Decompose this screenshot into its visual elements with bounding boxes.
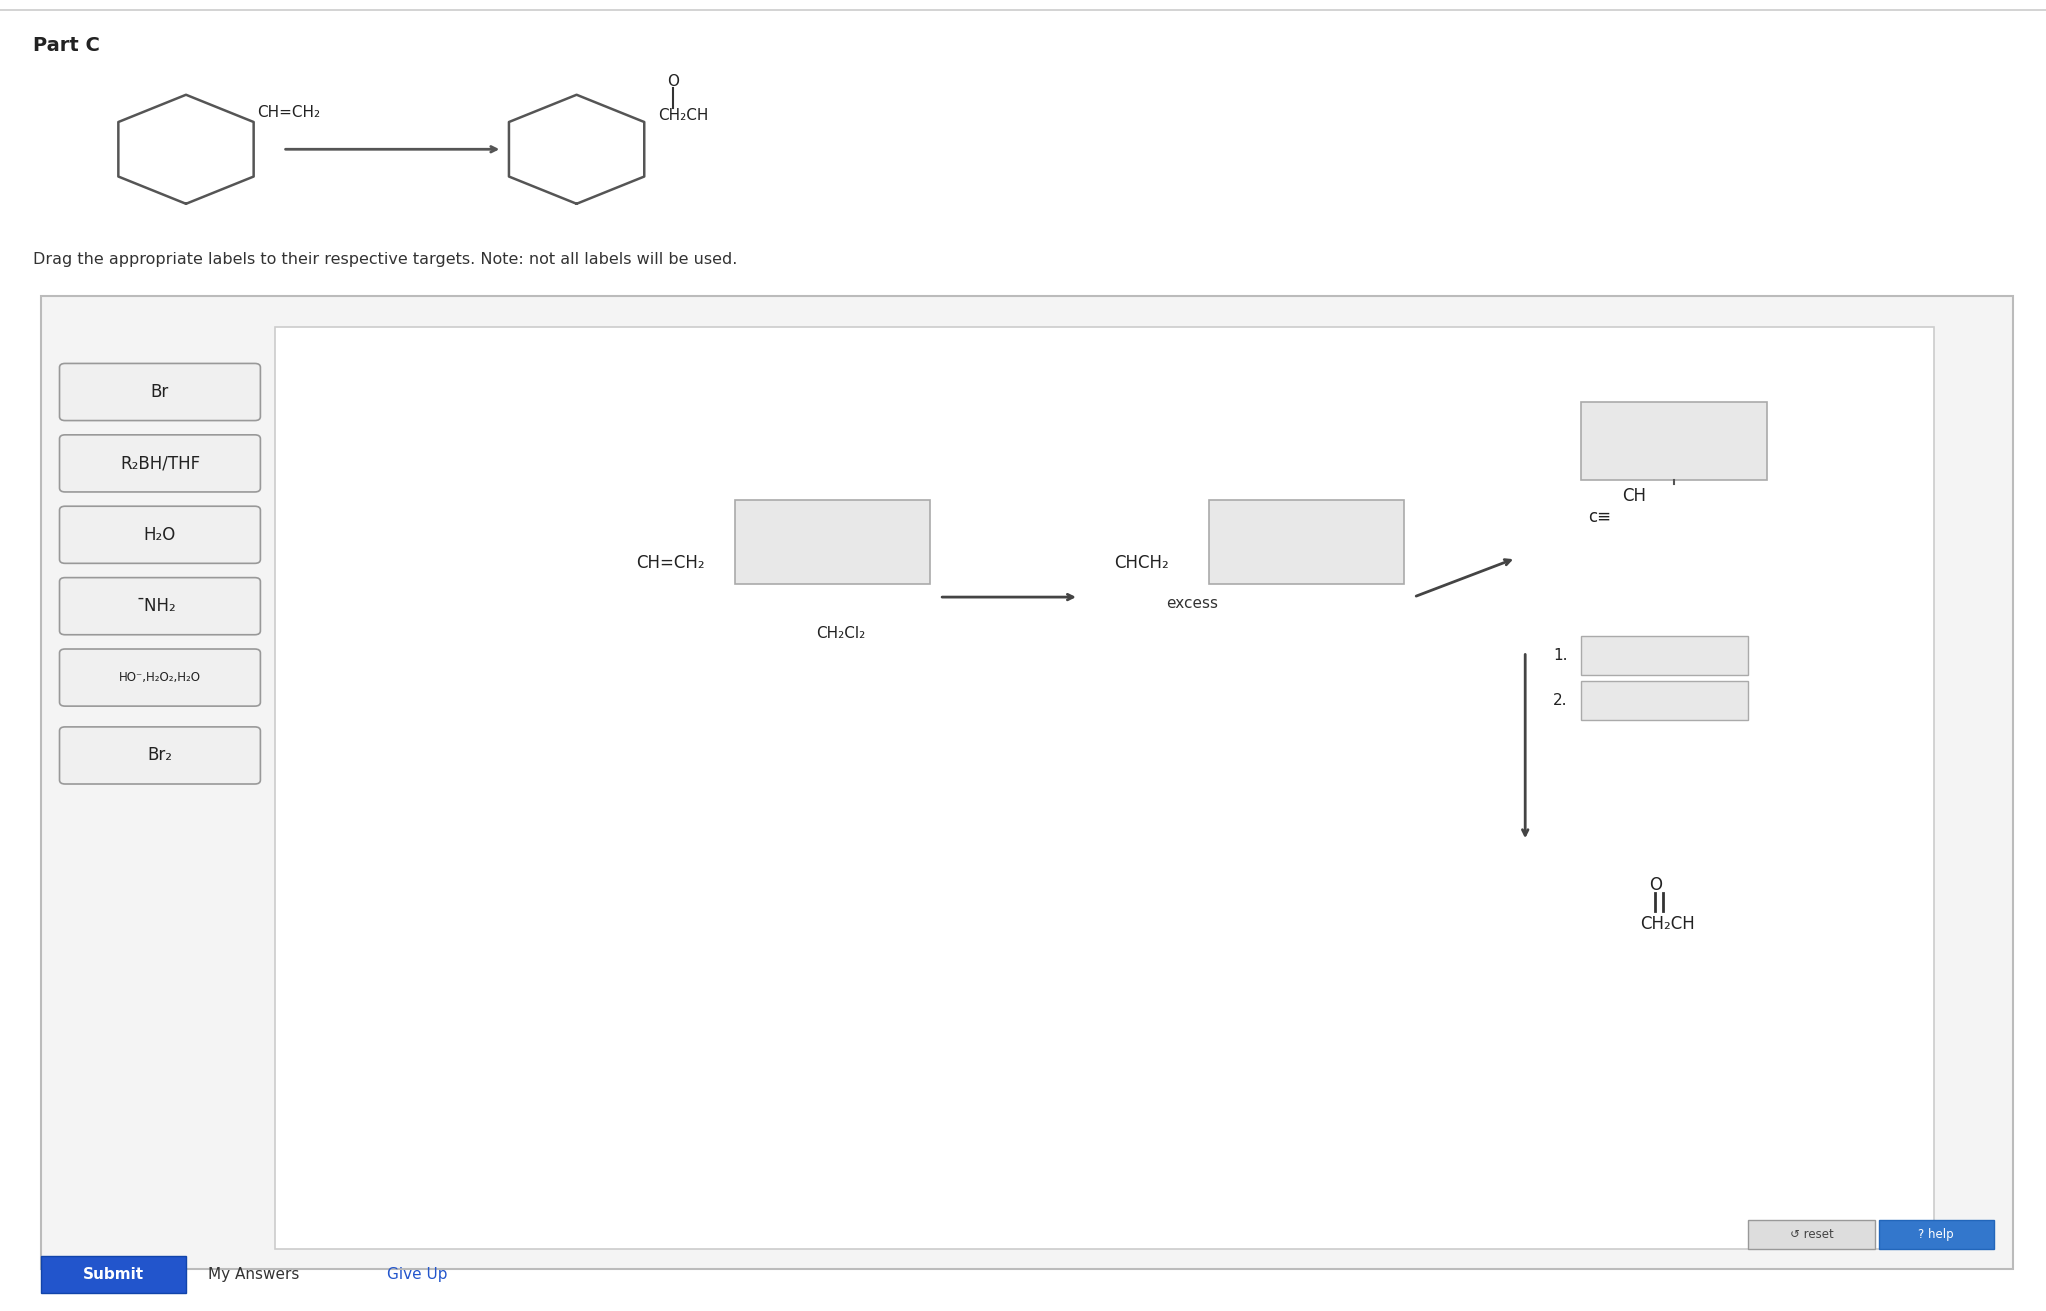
Text: My Answers: My Answers xyxy=(209,1268,299,1282)
FancyBboxPatch shape xyxy=(59,578,260,635)
Bar xyxy=(735,499,931,585)
Text: CH₂CH: CH₂CH xyxy=(659,108,708,123)
Bar xyxy=(1209,499,1404,585)
Text: R₂BH/THF: R₂BH/THF xyxy=(121,455,201,472)
Text: 1.: 1. xyxy=(1553,648,1567,663)
Bar xyxy=(276,328,1933,1248)
Text: CH=CH₂: CH=CH₂ xyxy=(636,555,704,573)
Text: CH=CH₂: CH=CH₂ xyxy=(256,105,319,121)
Text: Br₂: Br₂ xyxy=(147,746,172,764)
Text: ? help: ? help xyxy=(1919,1228,1954,1242)
Text: O: O xyxy=(667,75,679,89)
Text: HO⁻,H₂O₂,H₂O: HO⁻,H₂O₂,H₂O xyxy=(119,671,201,684)
FancyBboxPatch shape xyxy=(59,726,260,784)
Text: c≡: c≡ xyxy=(1588,507,1612,526)
Text: ↺ reset: ↺ reset xyxy=(1790,1228,1833,1242)
FancyBboxPatch shape xyxy=(59,363,260,421)
Text: 2.: 2. xyxy=(1553,694,1567,708)
Bar xyxy=(1749,1221,1874,1248)
Text: CH₂Cl₂: CH₂Cl₂ xyxy=(816,625,865,641)
Text: Drag the appropriate labels to their respective targets. Note: not all labels wi: Drag the appropriate labels to their res… xyxy=(33,252,739,267)
Text: CH: CH xyxy=(1622,486,1645,505)
Text: H₂O: H₂O xyxy=(143,526,176,544)
Bar xyxy=(1582,402,1768,480)
Text: CH₂CH: CH₂CH xyxy=(1641,915,1696,933)
Text: Give Up: Give Up xyxy=(387,1268,448,1282)
Bar xyxy=(41,296,2013,1269)
Text: ̄NH₂: ̄NH₂ xyxy=(143,598,176,615)
Text: Br: Br xyxy=(151,383,170,401)
FancyBboxPatch shape xyxy=(59,435,260,492)
Bar xyxy=(1878,1221,1995,1248)
FancyBboxPatch shape xyxy=(59,649,260,707)
Text: Part C: Part C xyxy=(33,35,100,55)
Text: excess: excess xyxy=(1166,597,1217,611)
Text: O: O xyxy=(1649,876,1661,894)
Text: CHCH₂: CHCH₂ xyxy=(1115,555,1168,573)
FancyBboxPatch shape xyxy=(59,506,260,564)
Bar xyxy=(1582,636,1749,675)
Bar xyxy=(41,1256,186,1293)
Text: Submit: Submit xyxy=(84,1268,143,1282)
Bar xyxy=(1582,682,1749,721)
